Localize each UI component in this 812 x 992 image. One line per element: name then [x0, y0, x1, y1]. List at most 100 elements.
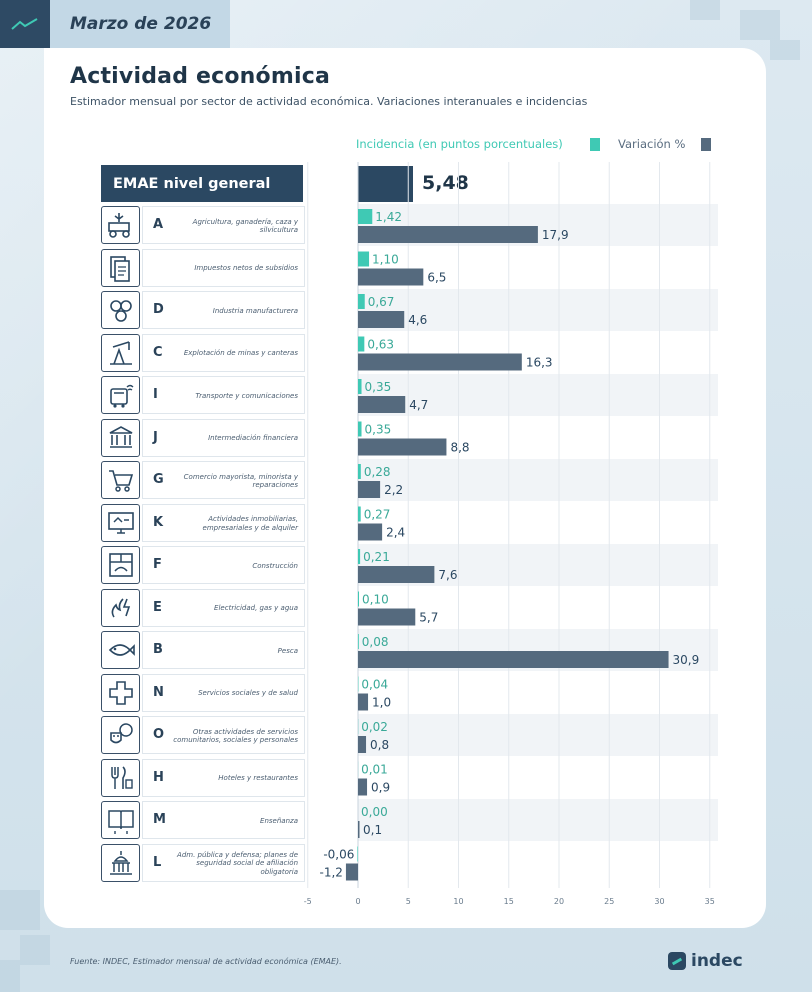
sector-row: O Otras actividades de servicios comunita… [101, 714, 721, 756]
trend-line-icon [11, 18, 38, 30]
bank-icon [101, 418, 140, 457]
sector-code: C [153, 344, 163, 360]
sector-label-box: E Electricidad, gas y agua [142, 588, 305, 627]
incidencia-bar [358, 336, 365, 352]
variacion-bar [358, 778, 368, 796]
row-stripe [358, 714, 718, 756]
x-tick-label: 0 [355, 897, 360, 906]
chart-subtitle: Estimador mensual por sector de activida… [70, 95, 588, 108]
emae-total-value: 5,48 [422, 172, 469, 194]
incidencia-bar [358, 634, 359, 649]
variacion-bar [345, 863, 358, 881]
variacion-bar [358, 736, 367, 753]
incidencia-value-label: -0,06 [323, 848, 354, 862]
incidencia-value-label: 0,08 [362, 635, 389, 649]
health-cross-icon [101, 673, 140, 712]
incidencia-bar [358, 209, 373, 224]
incidencia-value-label: 0,00 [361, 805, 388, 819]
sector-code: L [153, 854, 162, 870]
variacion-bar [358, 821, 360, 838]
construction-icon [101, 546, 140, 584]
oil-pump-icon [101, 333, 140, 372]
indec-logo: indec [668, 951, 743, 971]
incidencia-value-label: 0,10 [362, 593, 389, 607]
legend-variacion-label: Variación % [618, 137, 686, 151]
x-tick-label: 30 [654, 897, 664, 906]
sector-name: Intermediación financiera [208, 434, 298, 443]
sector-name: Pesca [277, 646, 298, 655]
variacion-value-label: 5,7 [419, 611, 438, 625]
indec-mark-icon [668, 952, 686, 970]
sector-code: E [153, 599, 162, 615]
incidencia-bar [358, 591, 360, 607]
sector-row: G Comercio mayorista, minorista y reparac… [101, 459, 721, 501]
x-tick-label: 20 [554, 897, 564, 906]
x-tick-label: 5 [406, 897, 411, 906]
variacion-value-label: 17,9 [542, 228, 569, 242]
variacion-bar [358, 693, 369, 711]
sector-label-box: O Otras actividades de servicios comunita… [142, 716, 305, 754]
x-tick-label: 10 [453, 897, 463, 906]
sector-row: E Electricidad, gas y agua [101, 587, 721, 629]
emae-total-bar [358, 166, 414, 202]
sector-code: M [153, 812, 166, 827]
sector-code: D [153, 302, 164, 317]
variacion-bar [358, 651, 669, 668]
variacion-bar [358, 353, 522, 371]
chart-title: Actividad económica [70, 64, 331, 89]
variacion-value-label: 2,4 [386, 526, 405, 540]
variacion-bar [358, 396, 406, 413]
variacion-bar [358, 311, 405, 328]
variacion-value-label: 30,9 [673, 653, 700, 667]
x-tick-label: 25 [604, 897, 614, 906]
sector-name: Industria manufacturera [212, 306, 298, 315]
sector-label-box: H Hoteles y restaurantes [142, 758, 305, 797]
variacion-value-label: 16,3 [526, 356, 553, 370]
emae-general-label: EMAE nivel general [101, 165, 303, 202]
sector-label-box: J Intermediación financiera [142, 418, 305, 457]
gears-icon [101, 291, 140, 329]
sector-label-box: F Construcción [142, 546, 305, 584]
source-note: Fuente: INDEC, Estimador mensual de acti… [70, 957, 342, 966]
sector-code: I [153, 387, 158, 402]
x-tick-label: -5 [304, 897, 312, 906]
incidencia-bar [358, 464, 361, 479]
chart-legend: Incidencia (en puntos porcentuales) Vari… [350, 137, 720, 153]
sector-code: K [153, 514, 164, 530]
sector-label-box: Impuestos netos de subsidios [142, 248, 305, 287]
legend-incidencia-label: Incidencia (en puntos porcentuales) [356, 137, 563, 151]
variacion-value-label: 7,6 [438, 568, 457, 582]
sector-name: Electricidad, gas y agua [214, 604, 298, 613]
variacion-bar [358, 566, 435, 583]
utilities-icon [101, 588, 140, 627]
sector-label-box: I Transporte y comunicaciones [142, 376, 305, 414]
row-stripe [358, 459, 718, 501]
real-estate-icon [101, 503, 140, 542]
sector-code: J [153, 429, 158, 445]
incidencia-bar [358, 294, 365, 309]
incidencia-value-label: 0,01 [361, 763, 388, 777]
incidencia-bar [358, 506, 361, 522]
incidencia-value-label: 0,02 [361, 720, 388, 734]
incidencia-value-label: 0,35 [365, 423, 392, 437]
variacion-bar [358, 226, 538, 243]
cutlery-icon [101, 758, 140, 797]
variacion-value-label: 0,8 [370, 738, 389, 752]
sector-row: I Transporte y comunicaciones [101, 374, 721, 416]
sector-code: F [153, 557, 162, 572]
incidencia-value-label: 0,67 [368, 295, 395, 309]
variacion-bar [358, 268, 424, 286]
background-pixel [740, 10, 780, 40]
sector-code: N [153, 684, 164, 700]
variacion-value-label: 2,2 [384, 483, 403, 497]
variacion-value-label: 1,0 [372, 696, 391, 710]
sector-row: F Construcción [101, 544, 721, 586]
sector-row: N Servicios sociales y de salud [101, 672, 721, 714]
sector-name: Adm. pública y defensa; planes de seguri… [177, 850, 298, 876]
indec-wordmark: indec [691, 951, 743, 971]
sector-label-box: D Industria manufacturera [142, 291, 305, 329]
incidencia-bar [357, 846, 358, 862]
sector-name: Otras actividades de servicios comunitar… [173, 727, 298, 745]
variacion-value-label: 0,9 [371, 781, 390, 795]
background-pixel [690, 0, 720, 20]
